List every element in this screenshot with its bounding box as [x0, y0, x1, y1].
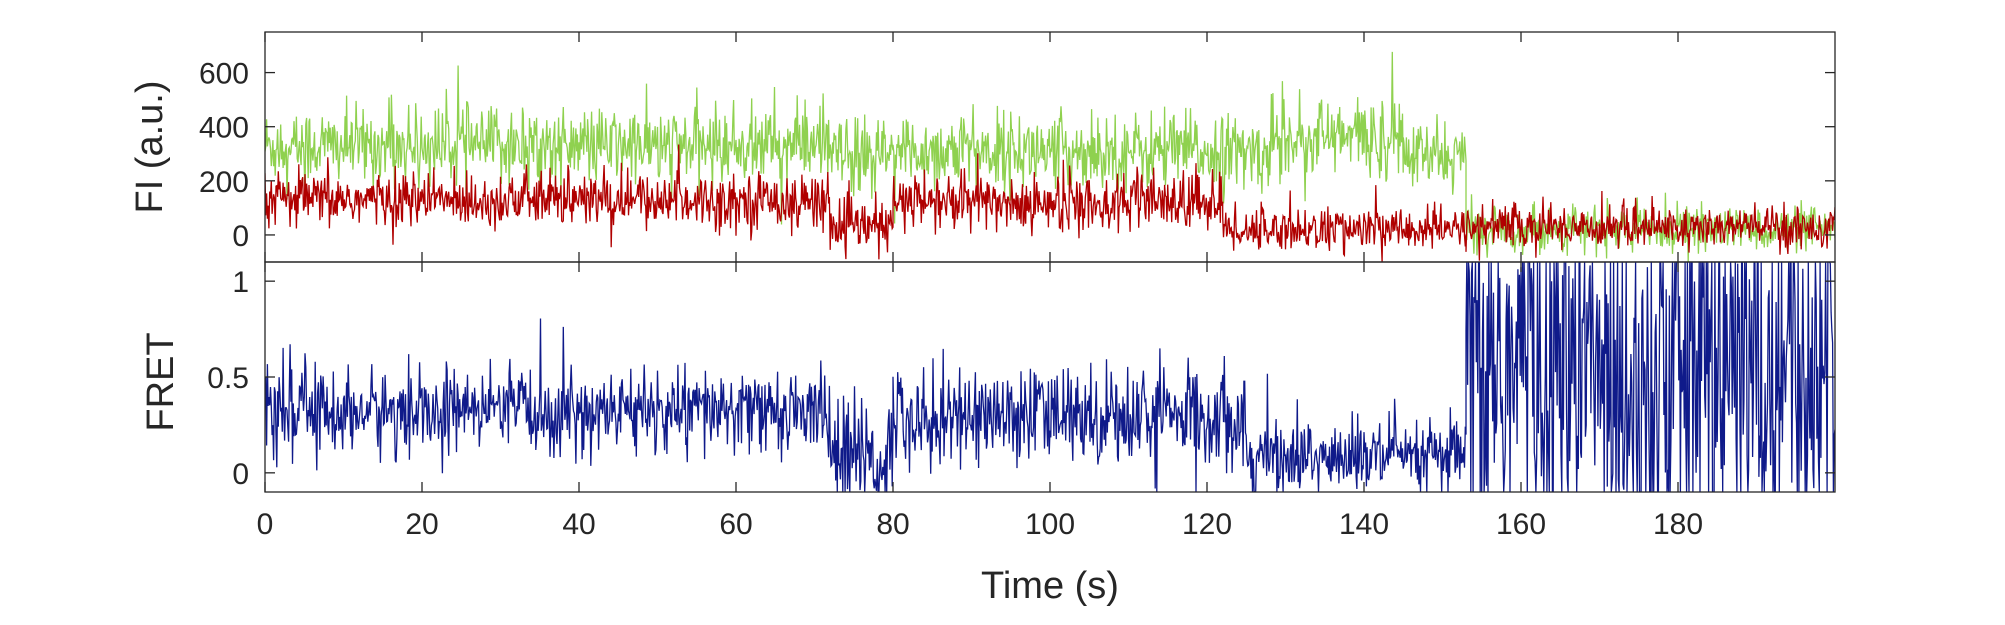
fret-y-axis-label: FRET [140, 332, 182, 431]
fret-x-tick-label: 140 [1339, 508, 1389, 541]
fret-y-tick-label: 0.5 [207, 362, 249, 395]
fret-x-tick-label: 0 [257, 508, 274, 541]
fret-y-tick-label: 0 [232, 458, 249, 491]
fluorescence-y-tick-label: 600 [199, 58, 249, 91]
fret-x-tick-label: 20 [405, 508, 438, 541]
fret-x-tick-label: 60 [719, 508, 752, 541]
fluorescence-ticks: 0 200 400 600 [199, 32, 1835, 262]
fluorescence-trace-1 [265, 144, 1835, 262]
time-x-axis-label: Time (s) [981, 565, 1119, 607]
fret-x-tick-label: 120 [1182, 508, 1232, 541]
fluorescence-trace-0 [265, 51, 1835, 262]
fluorescence-y-tick-label: 0 [232, 220, 249, 253]
fret-panel: 0 20 40 60 80 100 120 140 160 180 0 0.5 1 FRET Time … [140, 261, 1836, 607]
fret-ticks: 0 20 40 60 80 100 120 140 160 180 0 0.5 1 [207, 262, 1835, 541]
fret-x-tick-label: 160 [1496, 508, 1546, 541]
fluorescence-y-axis-label: FI (a.u.) [129, 80, 171, 213]
fret-series [265, 262, 1835, 492]
fret-trace-0 [265, 262, 1835, 492]
fret-y-tick-label: 1 [232, 266, 249, 299]
fluorescence-y-tick-label: 200 [199, 166, 249, 199]
fret-x-tick-label: 180 [1653, 508, 1703, 541]
fret-x-tick-label: 80 [876, 508, 909, 541]
fret-x-tick-label: 100 [1025, 508, 1075, 541]
fluorescence-y-tick-label: 400 [199, 112, 249, 145]
fluorescence-panel: 0 200 400 600 FI (a.u.) [129, 31, 1836, 263]
fluorescence-series [265, 51, 1835, 262]
fret-x-tick-label: 40 [562, 508, 595, 541]
